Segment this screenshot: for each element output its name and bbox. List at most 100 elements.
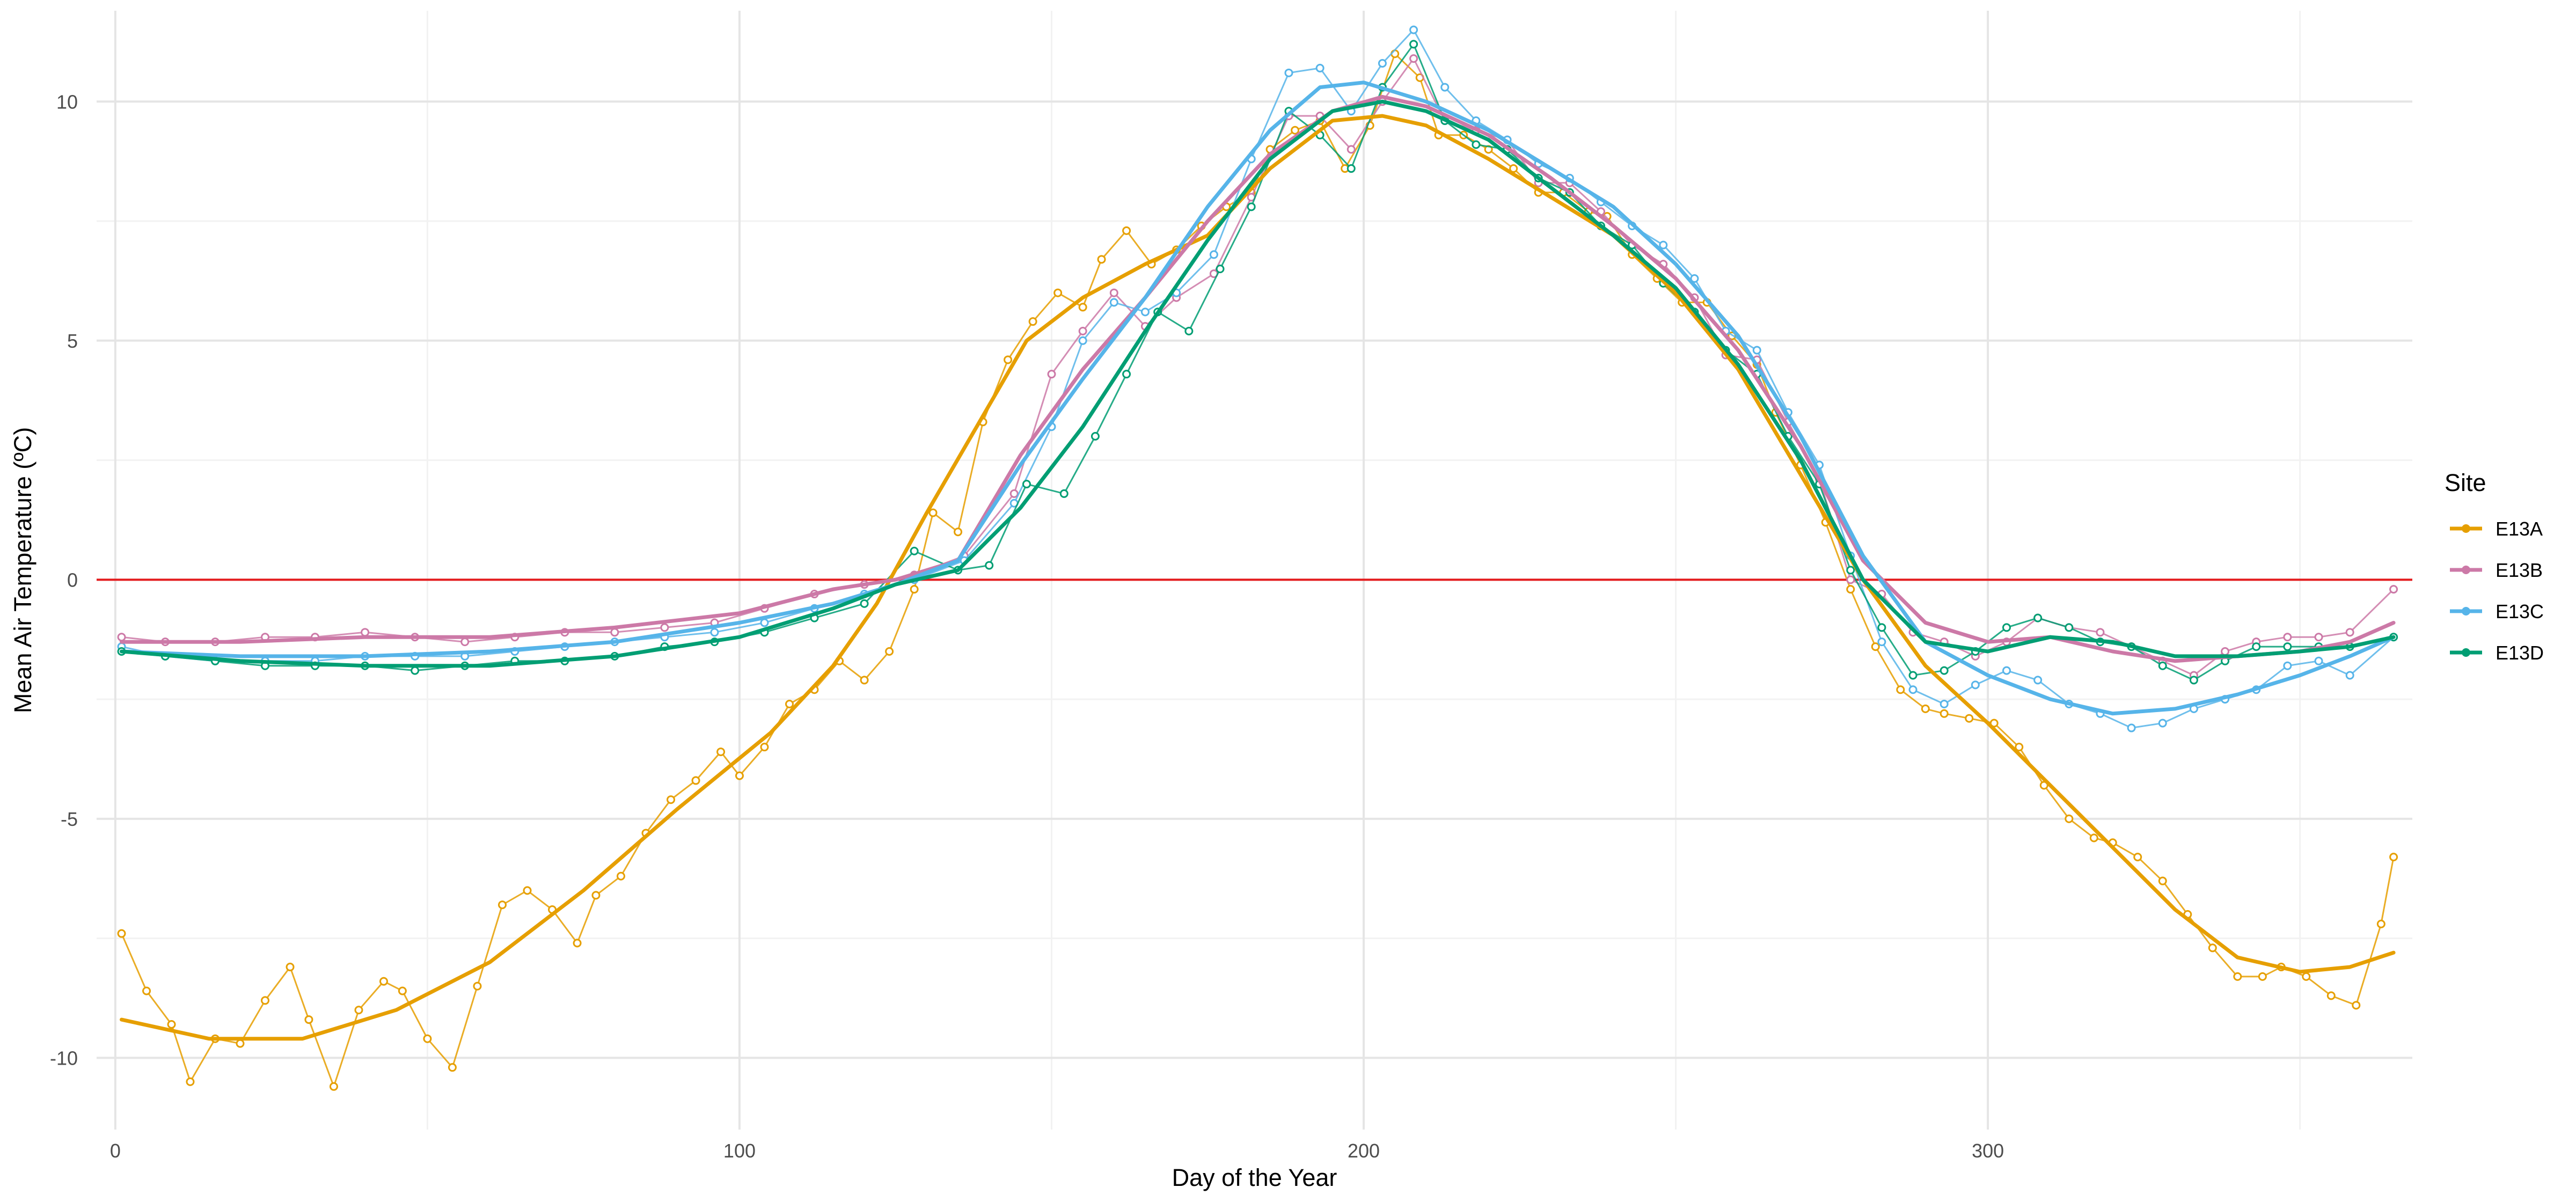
- series-e13a-point: [885, 647, 894, 656]
- series-e13c-point: [1908, 685, 1918, 694]
- series-e13d-point: [1472, 140, 1481, 149]
- series-e13a-point: [2233, 972, 2242, 981]
- series-e13b-point: [2096, 628, 2105, 637]
- legend-key-point: [2462, 607, 2470, 615]
- legend-item-e13b: E13B: [2450, 559, 2543, 581]
- legend-item-e13a: E13A: [2450, 518, 2543, 540]
- series-e13c-point: [1690, 274, 1699, 283]
- series-e13d-point: [860, 599, 869, 608]
- series-e13a-point: [398, 986, 407, 995]
- series-e13a-smooth-line: [120, 114, 2396, 1041]
- series-e13a-point: [354, 1006, 363, 1015]
- series-e13a-point: [236, 1039, 245, 1048]
- series-e13d-point: [1908, 671, 1918, 680]
- x-tick-label: 100: [723, 1140, 756, 1162]
- series-e13c-point: [1940, 699, 1949, 708]
- series-e13a-point: [2376, 919, 2385, 928]
- series-e13c-smooth-line: [120, 80, 2396, 716]
- y-tick-label: -10: [50, 1047, 78, 1069]
- series-e13a-point: [423, 1034, 432, 1043]
- series-e13c-point: [2158, 719, 2167, 728]
- y-tick-label: 10: [56, 91, 78, 113]
- series-e13c-point: [1409, 25, 1418, 34]
- series-e13d-point: [1059, 489, 1069, 498]
- series-e13a-point: [167, 1020, 176, 1029]
- series-e13c-point: [710, 628, 719, 637]
- series-e13a-point: [2208, 943, 2217, 952]
- series-e13d-point: [1022, 480, 1031, 489]
- series-e13a-point: [1028, 317, 1037, 326]
- series-e13d-point: [2002, 623, 2011, 632]
- legend-item-e13c: E13C: [2450, 600, 2544, 622]
- series-e13d-smooth-line: [120, 99, 2396, 668]
- legend-key-point: [2462, 566, 2470, 574]
- series-e13a-point: [286, 963, 295, 972]
- series-e13d-point: [910, 546, 919, 555]
- x-tick-label: 0: [110, 1140, 121, 1162]
- series-e13c-point: [2314, 656, 2323, 665]
- series-e13b-point: [1109, 288, 1118, 297]
- series-e13a-point: [2039, 781, 2048, 790]
- series-e13b-point: [361, 628, 370, 637]
- series-e13c-point: [1440, 83, 1450, 92]
- series-e13d-point: [2033, 613, 2043, 622]
- series-e13a-point: [860, 676, 869, 685]
- series-e13a-point: [117, 929, 126, 938]
- legend: Site E13A E13B E13C E13D: [2445, 469, 2544, 664]
- y-tick-label: 0: [67, 569, 78, 591]
- plot-series: [117, 25, 2398, 1091]
- gridlines: [97, 11, 2412, 1130]
- series-e13a-point: [760, 743, 769, 752]
- series-e13a-point: [1291, 126, 1300, 135]
- legend-key-point: [2462, 524, 2470, 533]
- x-tick-label: 300: [1972, 1140, 2004, 1162]
- series-e13d-point: [1247, 202, 1256, 211]
- series-e13b-point: [1409, 54, 1418, 63]
- y-axis-title: Mean Air Temperature (ºC): [9, 427, 36, 713]
- series-e13a-daily-line: [121, 52, 2395, 1089]
- series-e13d-point: [2283, 642, 2292, 651]
- series-e13a-point: [1965, 714, 1974, 723]
- series-e13d-point: [1122, 370, 1131, 379]
- series-e13d-point: [411, 666, 420, 675]
- series-e13d: [117, 40, 2398, 685]
- series-e13c-point: [1971, 680, 1980, 690]
- series-e13d-point: [1846, 566, 1855, 575]
- series-e13a-point: [379, 977, 389, 986]
- series-e13c-point: [2127, 723, 2136, 732]
- series-e13a-point: [691, 776, 700, 785]
- series-e13a-point: [2258, 972, 2267, 981]
- series-e13b-daily-line: [121, 57, 2395, 677]
- series-e13a-point: [473, 981, 482, 991]
- series-e13a-point: [1846, 585, 1855, 594]
- series-e13c-point: [1877, 637, 1886, 647]
- series-e13c-point: [1315, 63, 1324, 72]
- series-e13b-point: [1346, 145, 1356, 154]
- series-e13a-point: [448, 1063, 457, 1072]
- series-e13a-point: [1940, 709, 1949, 718]
- series-e13c-point: [1752, 346, 1761, 355]
- series-e13a-point: [1509, 164, 1518, 173]
- series-e13a-point: [497, 900, 507, 910]
- legend-title: Site: [2445, 469, 2486, 496]
- x-tick-label: 200: [1348, 1140, 1380, 1162]
- axis-tick-labels: 0 100 200 300 -10 -5 0 5 10: [50, 91, 2004, 1162]
- series-e13d-point: [1216, 265, 1225, 274]
- series-e13a-point: [523, 886, 532, 895]
- series-e13a-point: [2326, 991, 2336, 1000]
- series-e13a-point: [928, 508, 938, 517]
- series-e13a-point: [1391, 49, 1400, 58]
- x-axis-title: Day of the Year: [1172, 1164, 1337, 1191]
- series-e13c-point: [2002, 666, 2011, 675]
- series-e13a-point: [2133, 853, 2142, 862]
- legend-item-e13d: E13D: [2450, 642, 2544, 664]
- series-e13d-point: [2189, 676, 2198, 685]
- legend-label-e13d: E13D: [2496, 642, 2544, 664]
- series-e13a-point: [1053, 288, 1063, 297]
- series-e13c-point: [1078, 336, 1087, 345]
- series-e13a-point: [716, 747, 726, 757]
- series-e13d-point: [2252, 642, 2261, 651]
- series-e13a-point: [329, 1082, 338, 1091]
- series-e13b-point: [460, 637, 470, 647]
- series-e13a-point: [2389, 853, 2398, 862]
